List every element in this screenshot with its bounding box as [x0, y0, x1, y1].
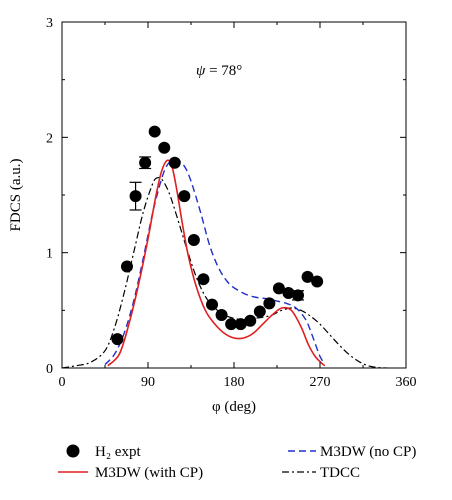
legend-label-h2-expt: H₂ expt [95, 444, 141, 460]
y-axis-title: FDCS (a.u.) [8, 159, 24, 232]
legend-label-m3dw-with-cp: M3DW (with CP) [95, 465, 203, 481]
psi-annotation: ψ = 78° [196, 63, 242, 79]
legend-item-m3dw-with-cp: M3DW (with CP) [58, 465, 203, 481]
data-point-9 [197, 273, 210, 286]
axes: 0 90 180 270 360 0 1 2 3 [46, 16, 417, 390]
data-point-18 [282, 287, 295, 300]
plot-area [62, 125, 387, 368]
x-tick-label-90: 90 [141, 375, 155, 390]
y-tick-label-3: 3 [46, 16, 53, 31]
data-point-12 [225, 318, 238, 331]
legend-item-tdcc: TDCC [282, 465, 360, 481]
data-point-16 [263, 297, 276, 310]
series-line-m3dw-no-cp [104, 159, 326, 366]
x-tick-label-0: 0 [59, 375, 66, 390]
data-point-17 [272, 282, 285, 295]
y-tick-label-2: 2 [46, 131, 53, 146]
legend: H₂ expt M3DW (with CP) M3DW (no CP) TDCC [58, 444, 416, 481]
data-point-6 [168, 156, 181, 169]
data-point-21 [311, 275, 324, 288]
data-point-1 [120, 260, 133, 273]
legend-item-m3dw-no-cp: M3DW (no CP) [288, 444, 416, 460]
psi-symbol: ψ [196, 63, 206, 79]
legend-label-m3dw-no-cp: M3DW (no CP) [320, 444, 416, 460]
data-point-11 [215, 308, 228, 321]
data-point-4 [148, 125, 161, 138]
series-line-m3dw-with-cp [107, 159, 326, 367]
data-point-3 [139, 156, 152, 169]
legend-label-tdcc: TDCC [320, 465, 360, 481]
data-point-2 [129, 190, 142, 203]
data-point-15 [253, 305, 266, 318]
psi-value: = 78° [205, 63, 242, 79]
x-tick-label-270: 270 [310, 375, 331, 390]
data-point-8 [187, 233, 200, 246]
data-point-14 [244, 314, 257, 327]
data-point-10 [206, 298, 219, 311]
legend-item-h2-expt: H₂ expt [66, 444, 141, 460]
data-point-7 [178, 190, 191, 203]
legend-marker-h2-expt [66, 444, 80, 458]
data-point-0 [111, 333, 124, 346]
data-point-13 [234, 318, 247, 331]
data-point-19 [292, 289, 305, 302]
x-axis-title: φ (deg) [212, 399, 256, 415]
x-ticks: 0 90 180 270 360 [59, 22, 417, 390]
expt-points [111, 125, 324, 346]
x-tick-label-360: 360 [396, 375, 417, 390]
y-ticks: 0 1 2 3 [46, 16, 406, 377]
data-point-5 [158, 141, 171, 154]
data-point-20 [301, 270, 314, 283]
y-tick-label-0: 0 [46, 362, 53, 377]
x-tick-label-180: 180 [224, 375, 245, 390]
y-tick-label-1: 1 [46, 247, 53, 262]
